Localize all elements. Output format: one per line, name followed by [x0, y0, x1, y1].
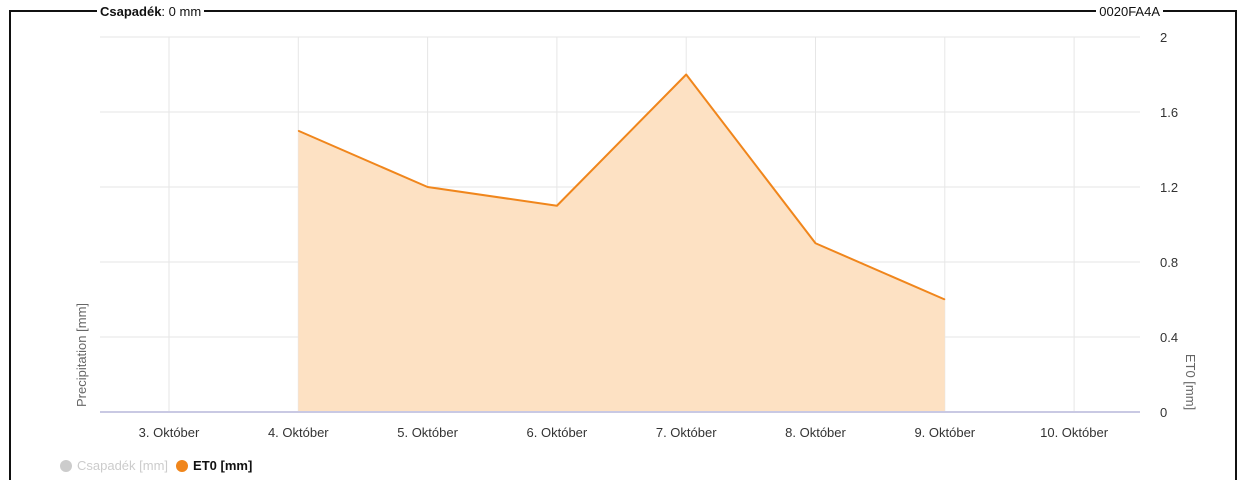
- legend-dot-et0: [176, 459, 189, 472]
- et0-point: [685, 74, 687, 75]
- x-tick-label: 7. Október: [656, 425, 717, 440]
- et0-point: [297, 130, 299, 132]
- y-left-axis-title: Precipitation [mm]: [74, 303, 89, 407]
- legend-item-et0[interactable]: ET0 [mm]: [176, 458, 252, 473]
- x-tick-label: 10. Október: [1040, 425, 1109, 440]
- et0-area: [298, 74, 945, 412]
- legend-dot-csapadek: [60, 459, 72, 472]
- x-tick-label: 9. Október: [914, 425, 975, 440]
- chart-legend: Csapadék [mm] ET0 [mm]: [60, 458, 260, 473]
- legend-item-csapadek[interactable]: Csapadék [mm]: [60, 458, 168, 473]
- et0-line: [297, 73, 946, 301]
- y-tick-label: 1.2: [1160, 180, 1178, 195]
- y-tick-label: 0.8: [1160, 255, 1178, 270]
- y-tick-label: 0.4: [1160, 330, 1178, 345]
- y-tick-label: 1.6: [1160, 105, 1178, 120]
- legend-label-et0: ET0 [mm]: [193, 458, 253, 473]
- x-tick-label: 5. Október: [397, 425, 458, 440]
- x-tick-label: 3. Október: [139, 425, 200, 440]
- chart-tooltip: Csapadék: 0 mm: [97, 4, 205, 19]
- et0-point: [944, 299, 946, 300]
- y-right-axis-title: ET0 [mm]: [1183, 354, 1198, 410]
- legend-label-csapadek: Csapadék [mm]: [77, 458, 169, 473]
- x-tick-label: 8. Október: [785, 425, 846, 440]
- et0-point: [815, 242, 816, 244]
- device-id: 0020FA4A: [1096, 4, 1163, 19]
- x-tick-label: 4. Október: [268, 425, 329, 440]
- y-tick-label: 2: [1160, 30, 1167, 45]
- tooltip-value: : 0 mm: [161, 4, 202, 19]
- tooltip-key: Csapadék: [100, 4, 162, 19]
- x-tick-label: 6. Október: [527, 425, 588, 440]
- y-tick-label: 0: [1160, 405, 1167, 420]
- chart-frame: [9, 10, 1237, 480]
- et0-point: [427, 186, 429, 188]
- et0-point: [556, 205, 558, 207]
